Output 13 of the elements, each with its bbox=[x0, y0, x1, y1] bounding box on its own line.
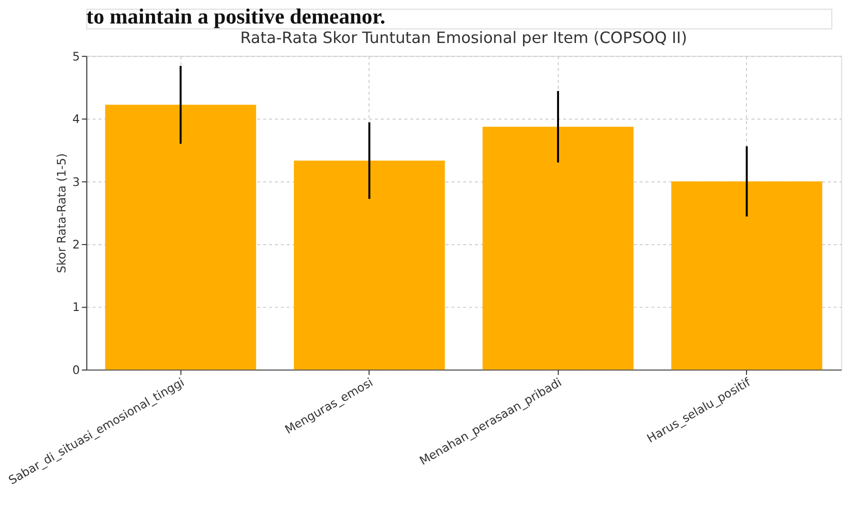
text: to maintain a positive demeanor. bbox=[86, 4, 386, 29]
bar bbox=[671, 181, 822, 370]
y-tick-label: 5 bbox=[72, 49, 80, 64]
y-tick-label: 3 bbox=[72, 174, 80, 189]
y-axis-title: Skor Rata-Rata (1-5) bbox=[54, 153, 69, 274]
y-tick-label: 2 bbox=[72, 238, 80, 252]
y-tick-label: 0 bbox=[72, 362, 80, 377]
y-tick-label: 1 bbox=[72, 300, 80, 314]
chart-title: Rata-Rata Skor Tuntutan Emosional per Item (COPSOQ II) bbox=[240, 28, 688, 48]
y-tick-label: 4 bbox=[72, 112, 80, 126]
bar bbox=[105, 104, 256, 370]
bar bbox=[482, 126, 634, 370]
bar bbox=[294, 160, 445, 370]
